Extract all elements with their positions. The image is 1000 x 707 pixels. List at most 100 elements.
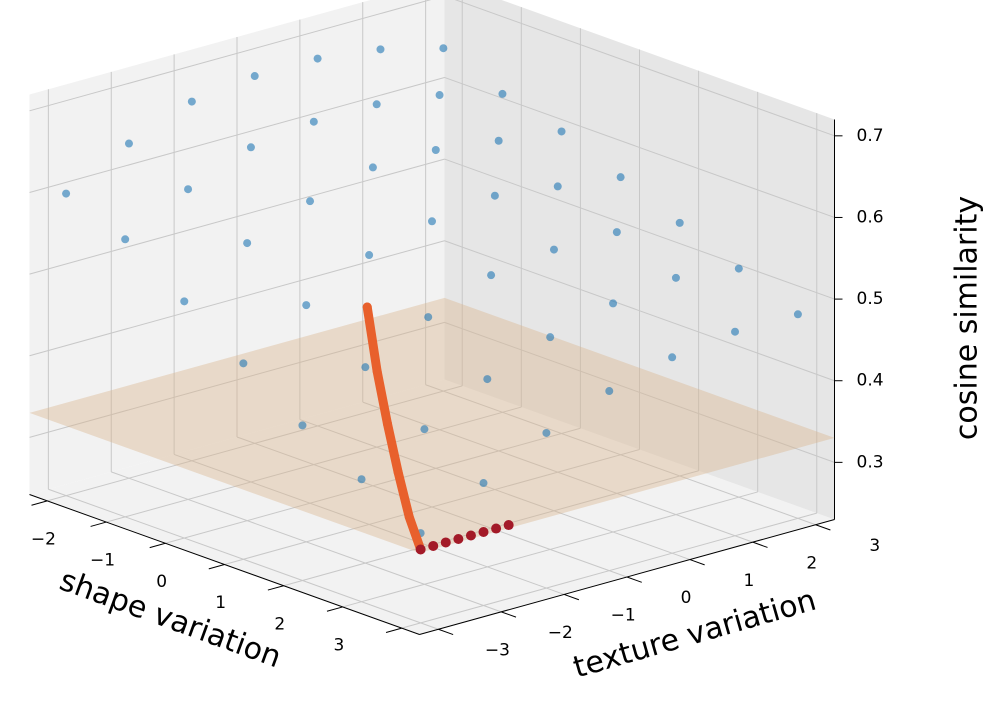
surface-point: [250, 72, 259, 81]
y-tick-label: −3: [485, 640, 510, 660]
grid-line: [111, 471, 502, 613]
z-tick-label: 0.3: [857, 452, 884, 472]
surface-point: [734, 264, 743, 273]
grid-line: [29, 158, 445, 275]
surface-point: [428, 217, 436, 226]
y-tick-label: 0: [681, 588, 692, 608]
tick-mark: [149, 542, 166, 549]
tick-mark: [815, 524, 831, 531]
grid-line: [425, 384, 816, 526]
x-tick-label: 1: [215, 593, 226, 613]
trajectory-point: [404, 512, 414, 522]
grid-line: [29, 240, 445, 357]
surface-point: [731, 327, 740, 336]
endpoint: [491, 523, 502, 534]
surface-point: [361, 363, 370, 372]
surface-point: [243, 239, 252, 248]
z-tick-label: 0.7: [857, 126, 884, 146]
surface-point: [246, 143, 255, 152]
axis-line: [419, 519, 835, 635]
y-axis-label: texture variation: [569, 583, 819, 686]
surface-point: [498, 89, 507, 98]
surface-point: [309, 117, 318, 126]
surface-point: [376, 45, 385, 54]
endpoint: [478, 527, 489, 538]
grid-line: [444, 158, 835, 300]
surface-point: [483, 375, 492, 384]
tick-mark: [208, 564, 225, 570]
endpoint: [503, 520, 514, 531]
surface-point: [180, 297, 189, 306]
surface-point: [365, 251, 374, 260]
surface-point: [357, 475, 366, 484]
z-tick-label: 0.4: [857, 371, 884, 391]
endpoint: [440, 537, 451, 548]
surface-point: [187, 97, 196, 106]
trajectory-point: [382, 419, 392, 429]
tick-mark: [563, 593, 580, 601]
z-axis-label: cosine similarity: [950, 196, 985, 440]
surface-point: [62, 189, 71, 198]
surface-point: [306, 197, 315, 206]
tick-mark: [90, 521, 107, 527]
surface-point: [424, 313, 433, 322]
surface-point: [239, 359, 248, 368]
y-tick-label: 1: [744, 571, 755, 591]
z-tick-label: 0.6: [857, 207, 884, 227]
surface-point: [546, 333, 555, 342]
grid-line: [362, 401, 753, 543]
surface-point: [494, 136, 503, 145]
grid-line: [299, 419, 691, 561]
grid-line: [236, 436, 628, 578]
tick-mark: [31, 500, 48, 506]
surface-point: [313, 54, 322, 63]
surface-point: [439, 44, 448, 53]
tick-mark: [267, 585, 284, 591]
x-axis-label: shape variation: [55, 563, 286, 675]
tick-mark: [438, 628, 454, 636]
surface-point: [609, 299, 618, 308]
grid-line: [48, 488, 439, 630]
surface-point: [616, 173, 625, 182]
surface-point: [121, 235, 130, 244]
plane: [29, 297, 835, 553]
endpoint: [453, 533, 464, 544]
surface-point: [668, 353, 677, 362]
x-tick-label: −1: [90, 551, 115, 571]
surface-point: [431, 145, 440, 154]
axis-line: [29, 494, 420, 635]
trajectory-point: [372, 366, 382, 376]
surface-point: [420, 425, 429, 434]
endpoint: [415, 544, 426, 555]
grid-line: [29, 0, 432, 112]
trajectory-point: [362, 302, 372, 312]
surface-point: [487, 271, 496, 280]
surface-point: [184, 185, 193, 194]
surface-point: [557, 127, 566, 136]
surface-point: [368, 163, 377, 172]
grid-line: [444, 240, 835, 382]
y-tick-label: −1: [611, 606, 636, 626]
grid-line: [444, 321, 835, 463]
y-tick-label: 2: [806, 553, 817, 573]
grid-line: [29, 76, 445, 193]
tick-mark: [385, 627, 402, 633]
surface-point: [302, 301, 311, 310]
surface-point: [372, 100, 381, 109]
surface-point: [435, 91, 444, 100]
tick-mark: [501, 611, 517, 618]
surface-point: [124, 139, 133, 148]
y-tick-label: −2: [548, 623, 573, 643]
y-tick-label: 3: [869, 536, 880, 556]
surface-point: [549, 245, 558, 254]
x-tick-label: 3: [333, 636, 344, 656]
grid-line: [444, 76, 835, 218]
surface-point: [542, 428, 551, 437]
surface-point: [671, 273, 680, 282]
tick-mark: [689, 559, 705, 566]
endpoint: [428, 540, 439, 551]
x-tick-label: 2: [274, 614, 285, 634]
x-tick-label: 0: [156, 572, 167, 592]
grid-line: [173, 453, 565, 595]
